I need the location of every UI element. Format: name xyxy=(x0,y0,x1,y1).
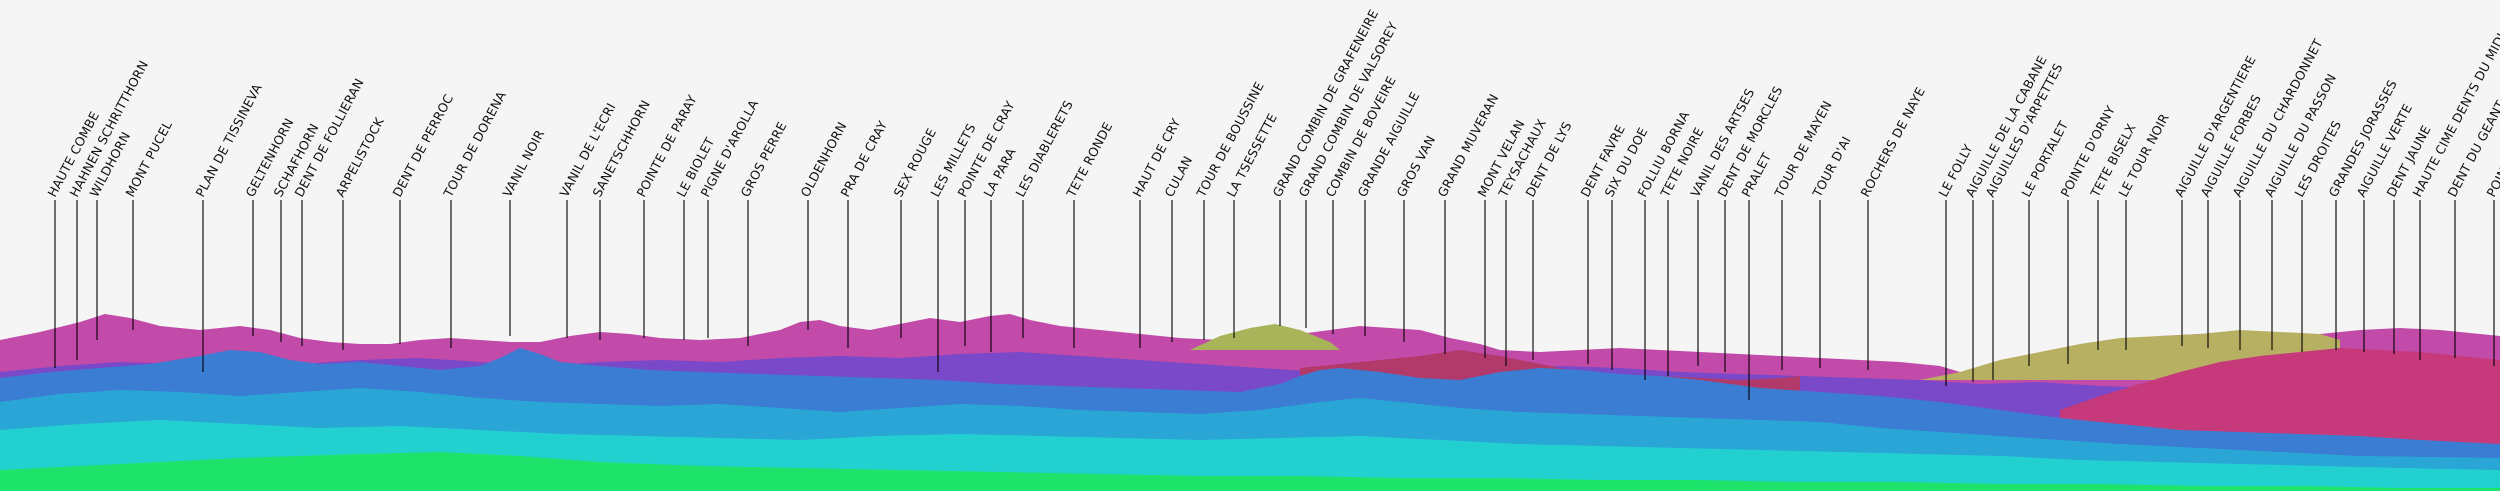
terrain-distant-peaks xyxy=(1190,324,1340,350)
terrain xyxy=(0,314,2500,491)
terrain-foreground xyxy=(0,452,2500,491)
